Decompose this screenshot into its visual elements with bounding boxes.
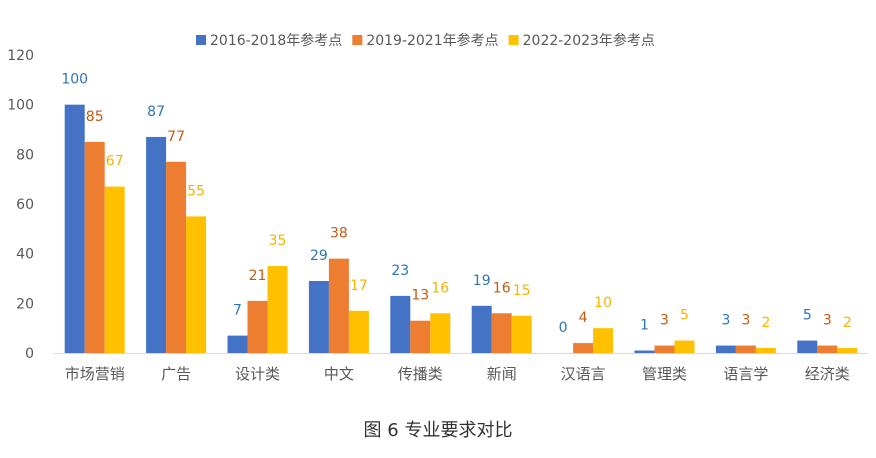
legend-swatch-3 bbox=[508, 35, 519, 45]
bar-3-2 bbox=[186, 216, 207, 353]
data-label-1-3: 7 bbox=[233, 303, 242, 319]
data-label-1-4: 29 bbox=[310, 248, 328, 264]
data-label-2-6: 16 bbox=[493, 280, 511, 296]
data-label-2-3: 21 bbox=[249, 268, 267, 284]
data-label-1-7: 0 bbox=[559, 320, 568, 336]
data-label-3-8: 5 bbox=[680, 308, 689, 324]
bar-3-10 bbox=[837, 348, 858, 353]
bar-3-3 bbox=[267, 266, 288, 353]
y-tick-label-0: 0 bbox=[25, 346, 34, 362]
data-label-1-6: 19 bbox=[473, 273, 491, 289]
x-tick-label-9: 语言学 bbox=[723, 365, 768, 383]
bar-3-6 bbox=[511, 315, 532, 353]
data-label-3-6: 15 bbox=[513, 283, 531, 299]
data-label-1-8: 1 bbox=[640, 318, 649, 334]
bar-1-8 bbox=[634, 350, 655, 353]
x-tick-label-2: 广告 bbox=[161, 365, 191, 383]
legend-swatch-1 bbox=[196, 35, 206, 45]
x-tick-label-8: 管理类 bbox=[642, 365, 687, 383]
legend-label-1: 2016-2018年参考点 bbox=[210, 32, 342, 49]
y-tick-label-100: 100 bbox=[7, 98, 34, 114]
legend-swatch-2 bbox=[352, 35, 363, 45]
data-label-3-5: 16 bbox=[431, 280, 449, 296]
x-tick-label-6: 新闻 bbox=[487, 365, 517, 383]
bar-3-4 bbox=[348, 310, 369, 353]
bar-2-6 bbox=[491, 313, 512, 353]
data-label-2-9: 3 bbox=[741, 313, 750, 329]
data-label-2-2: 77 bbox=[167, 129, 185, 145]
bar-1-6 bbox=[471, 305, 492, 353]
bar-1-1 bbox=[64, 104, 85, 354]
bar-2-8 bbox=[654, 345, 675, 353]
data-label-1-2: 87 bbox=[147, 104, 165, 120]
data-label-3-1: 67 bbox=[106, 154, 124, 170]
data-label-1-9: 3 bbox=[721, 313, 730, 329]
bar-1-4 bbox=[308, 280, 329, 353]
bar-3-1 bbox=[104, 186, 125, 353]
data-label-2-5: 13 bbox=[411, 288, 429, 304]
bar-chart: 0204060801001201008567市场营销877755广告72135设… bbox=[7, 32, 868, 383]
data-label-3-4: 17 bbox=[350, 278, 368, 294]
bar-3-8 bbox=[674, 340, 695, 353]
y-tick-label-80: 80 bbox=[16, 147, 34, 163]
data-label-3-3: 35 bbox=[269, 233, 287, 249]
bar-2-5 bbox=[410, 320, 431, 353]
data-label-2-10: 3 bbox=[823, 313, 832, 329]
data-label-3-2: 55 bbox=[187, 183, 205, 199]
data-label-1-10: 5 bbox=[803, 308, 812, 324]
bar-3-7 bbox=[593, 328, 614, 353]
y-tick-label-60: 60 bbox=[16, 197, 34, 213]
data-label-1-5: 23 bbox=[391, 263, 409, 279]
bar-2-4 bbox=[328, 258, 349, 353]
figure-caption: 图 6 专业要求对比 bbox=[363, 420, 513, 441]
y-tick-label-20: 20 bbox=[16, 296, 34, 312]
bar-2-3 bbox=[247, 300, 268, 353]
x-tick-label-5: 传播类 bbox=[398, 365, 443, 383]
data-label-2-1: 85 bbox=[86, 109, 104, 125]
bar-2-1 bbox=[84, 141, 105, 353]
bar-2-2 bbox=[166, 161, 187, 353]
y-tick-label-40: 40 bbox=[16, 247, 34, 263]
data-label-3-10: 2 bbox=[843, 315, 852, 331]
bar-2-7 bbox=[573, 343, 594, 353]
data-label-1-1: 100 bbox=[61, 72, 88, 88]
data-label-3-7: 10 bbox=[594, 295, 612, 311]
data-label-2-7: 4 bbox=[579, 310, 588, 326]
data-label-2-8: 3 bbox=[660, 313, 669, 329]
bar-3-9 bbox=[755, 348, 776, 353]
bar-2-9 bbox=[735, 345, 756, 353]
bar-3-5 bbox=[430, 313, 451, 353]
x-tick-label-7: 汉语言 bbox=[561, 365, 606, 383]
x-tick-label-3: 设计类 bbox=[235, 365, 280, 383]
y-tick-label-120: 120 bbox=[7, 48, 34, 64]
bar-1-5 bbox=[390, 295, 411, 353]
bar-1-9 bbox=[715, 345, 736, 353]
bar-1-3 bbox=[227, 335, 248, 353]
legend-label-3: 2022-2023年参考点 bbox=[523, 32, 655, 49]
legend-label-2: 2019-2021年参考点 bbox=[366, 32, 498, 49]
x-tick-label-10: 经济类 bbox=[805, 365, 850, 383]
x-tick-label-4: 中文 bbox=[324, 365, 354, 383]
data-label-2-4: 38 bbox=[330, 226, 348, 242]
bar-1-2 bbox=[146, 136, 167, 353]
bar-1-10 bbox=[797, 340, 818, 353]
x-tick-label-1: 市场营销 bbox=[65, 365, 125, 383]
data-label-3-9: 2 bbox=[761, 315, 770, 331]
bar-2-10 bbox=[817, 345, 838, 353]
